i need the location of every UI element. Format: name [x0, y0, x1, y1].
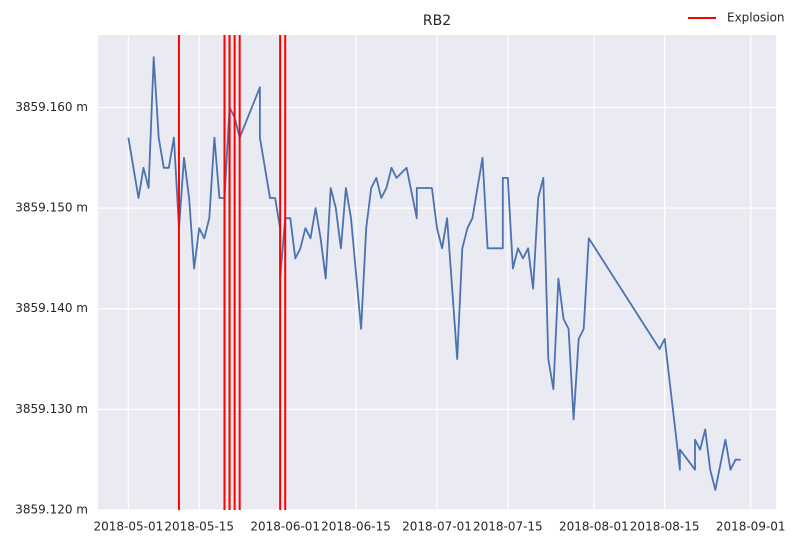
y-tick-label: 3859.140 m: [15, 301, 88, 315]
y-tick-label: 3859.130 m: [15, 402, 88, 416]
x-tick-label: 2018-07-15: [473, 520, 543, 534]
x-tick-label: 2018-06-15: [321, 520, 391, 534]
x-tick-label: 2018-05-15: [164, 520, 234, 534]
chart-title: RB2: [423, 13, 451, 29]
legend-label: Explosion: [727, 11, 785, 25]
x-tick-label: 2018-07-01: [402, 520, 472, 534]
x-tick-label: 2018-08-15: [630, 520, 700, 534]
y-tick-label: 3859.120 m: [15, 503, 88, 517]
data-line: [127, 56, 741, 491]
y-tick-label: 3859.150 m: [15, 201, 88, 215]
y-tick-label: 3859.160 m: [15, 100, 88, 114]
x-tick-label: 2018-08-01: [559, 520, 629, 534]
x-tick-label: 2018-05-01: [93, 520, 163, 534]
x-tick-label: 2018-06-01: [250, 520, 320, 534]
x-tick-label: 2018-09-01: [716, 520, 786, 534]
